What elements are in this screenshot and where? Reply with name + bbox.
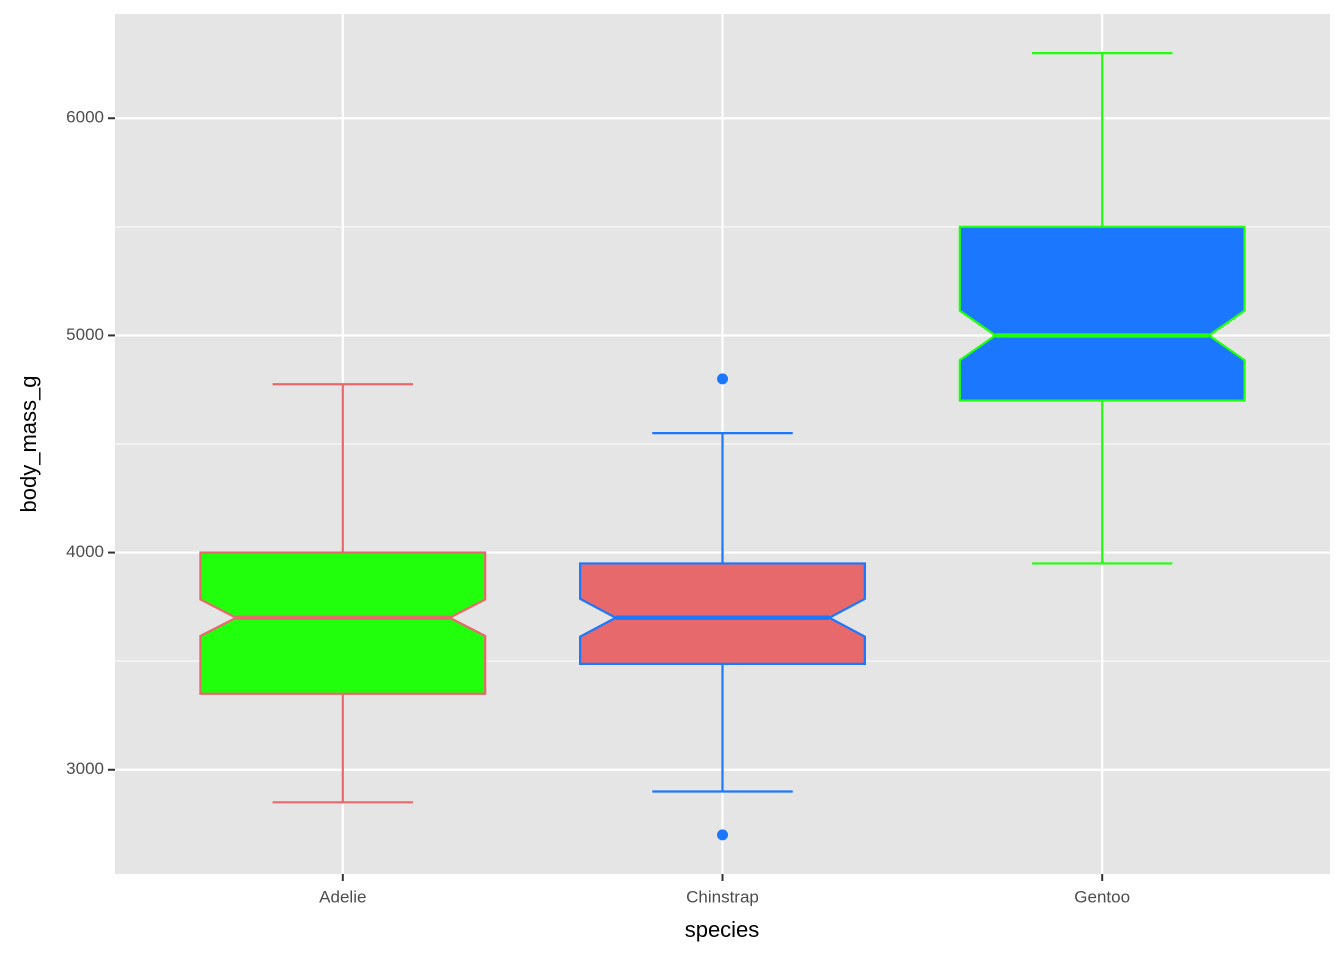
box [579, 562, 866, 665]
outlier [717, 829, 728, 841]
x-axis-title: species [685, 917, 760, 942]
x-tick-label: Gentoo [1074, 887, 1130, 906]
y-tick-label: 3000 [66, 759, 104, 778]
y-tick-label: 6000 [66, 108, 104, 127]
outlier [717, 373, 728, 385]
x-tick-label: Chinstrap [686, 887, 759, 906]
box [958, 225, 1246, 402]
y-tick-label: 4000 [66, 542, 104, 561]
box [199, 551, 487, 695]
x-tick-label: Adelie [319, 887, 366, 906]
y-axis-title: body_mass_g [16, 376, 41, 513]
y-tick-label: 5000 [66, 325, 104, 344]
